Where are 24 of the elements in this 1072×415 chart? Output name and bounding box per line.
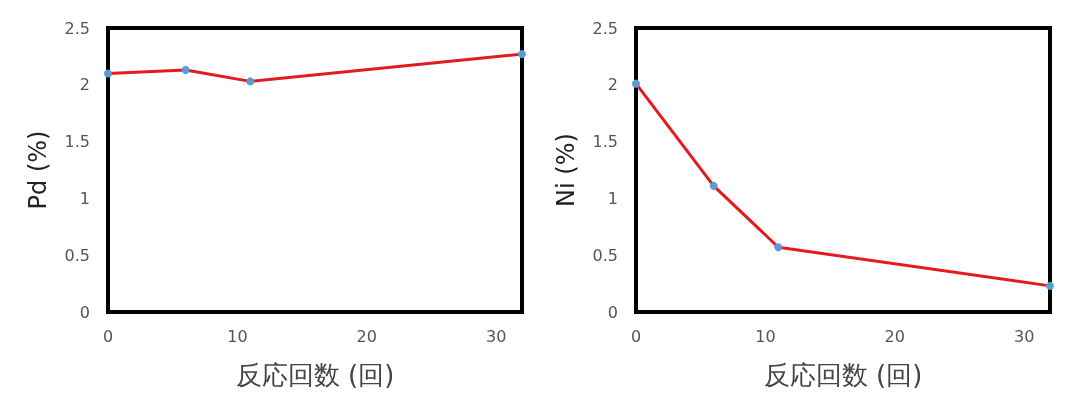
y-tick-label: 1.5 bbox=[592, 132, 618, 152]
y-tick-label: 2.5 bbox=[592, 18, 618, 38]
y-tick-label: 0.5 bbox=[592, 245, 618, 265]
x-tick-label: 10 bbox=[755, 326, 776, 346]
y-tick-label: 1.5 bbox=[64, 132, 90, 152]
y-tick-label: 2.5 bbox=[64, 18, 90, 38]
x-tick-label: 20 bbox=[356, 326, 377, 346]
y-tick-label: 1 bbox=[607, 188, 618, 208]
x-tick-label: 0 bbox=[630, 326, 642, 346]
x-axis-title: 反応回数 (回) bbox=[235, 360, 395, 390]
x-axis-title: 反応回数 (回) bbox=[763, 360, 923, 390]
y-tick-label: 1 bbox=[79, 188, 90, 208]
x-tick-label: 30 bbox=[485, 326, 507, 346]
y-tick-label: 2 bbox=[79, 75, 90, 95]
x-tick-label: 0 bbox=[102, 326, 114, 346]
y-axis-title: Ni (%) bbox=[552, 133, 580, 207]
x-tick-label: 20 bbox=[884, 326, 905, 346]
y-tick-label: 2 bbox=[607, 75, 618, 95]
x-tick-label: 10 bbox=[227, 326, 248, 346]
y-tick-label: 0.5 bbox=[64, 245, 90, 265]
y-tick-label: 0 bbox=[607, 302, 618, 322]
y-axis-title: Pd (%) bbox=[24, 130, 52, 210]
x-tick-label: 30 bbox=[1013, 326, 1035, 346]
y-tick-label: 0 bbox=[79, 302, 90, 322]
